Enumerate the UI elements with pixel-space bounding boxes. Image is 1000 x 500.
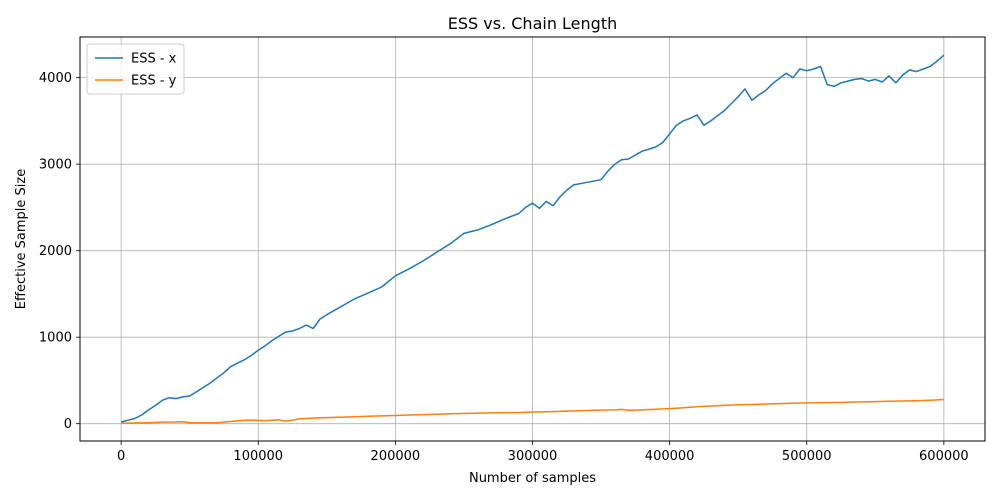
x-tick-label: 400000 bbox=[645, 449, 695, 464]
x-tick-label: 100000 bbox=[233, 449, 283, 464]
x-tick-label: 200000 bbox=[371, 449, 421, 464]
grid bbox=[80, 37, 985, 441]
legend-box bbox=[86, 43, 185, 95]
y-tick-label: 4000 bbox=[39, 71, 72, 86]
series-lines bbox=[120, 54, 945, 425]
x-tick-label: 600000 bbox=[919, 449, 969, 464]
x-tick-label: 300000 bbox=[508, 449, 558, 464]
chart-title: ESS vs. Chain Length bbox=[448, 14, 617, 33]
y-tick-label: 2000 bbox=[39, 244, 72, 259]
y-tick-label: 3000 bbox=[39, 158, 72, 173]
x-axis-ticks: 0 100000 200000 300000 400000 500000 600000 bbox=[117, 441, 969, 464]
x-axis-label: Number of samples bbox=[469, 471, 596, 486]
legend-label: ESS - y bbox=[131, 74, 177, 89]
legend-label: ESS - x bbox=[131, 52, 177, 67]
x-tick-label: 0 bbox=[117, 449, 125, 464]
y-axis-label: Effective Sample Size bbox=[14, 169, 29, 309]
series-line-ess-y bbox=[121, 398, 944, 425]
x-tick-label: 500000 bbox=[782, 449, 832, 464]
series-line-ess-x bbox=[120, 54, 945, 423]
y-axis-ticks: 0 1000 2000 3000 4000 bbox=[39, 71, 80, 432]
y-tick-label: 1000 bbox=[39, 331, 72, 346]
y-tick-label: 0 bbox=[64, 417, 72, 432]
legend: ESS - x ESS - y bbox=[86, 43, 185, 95]
